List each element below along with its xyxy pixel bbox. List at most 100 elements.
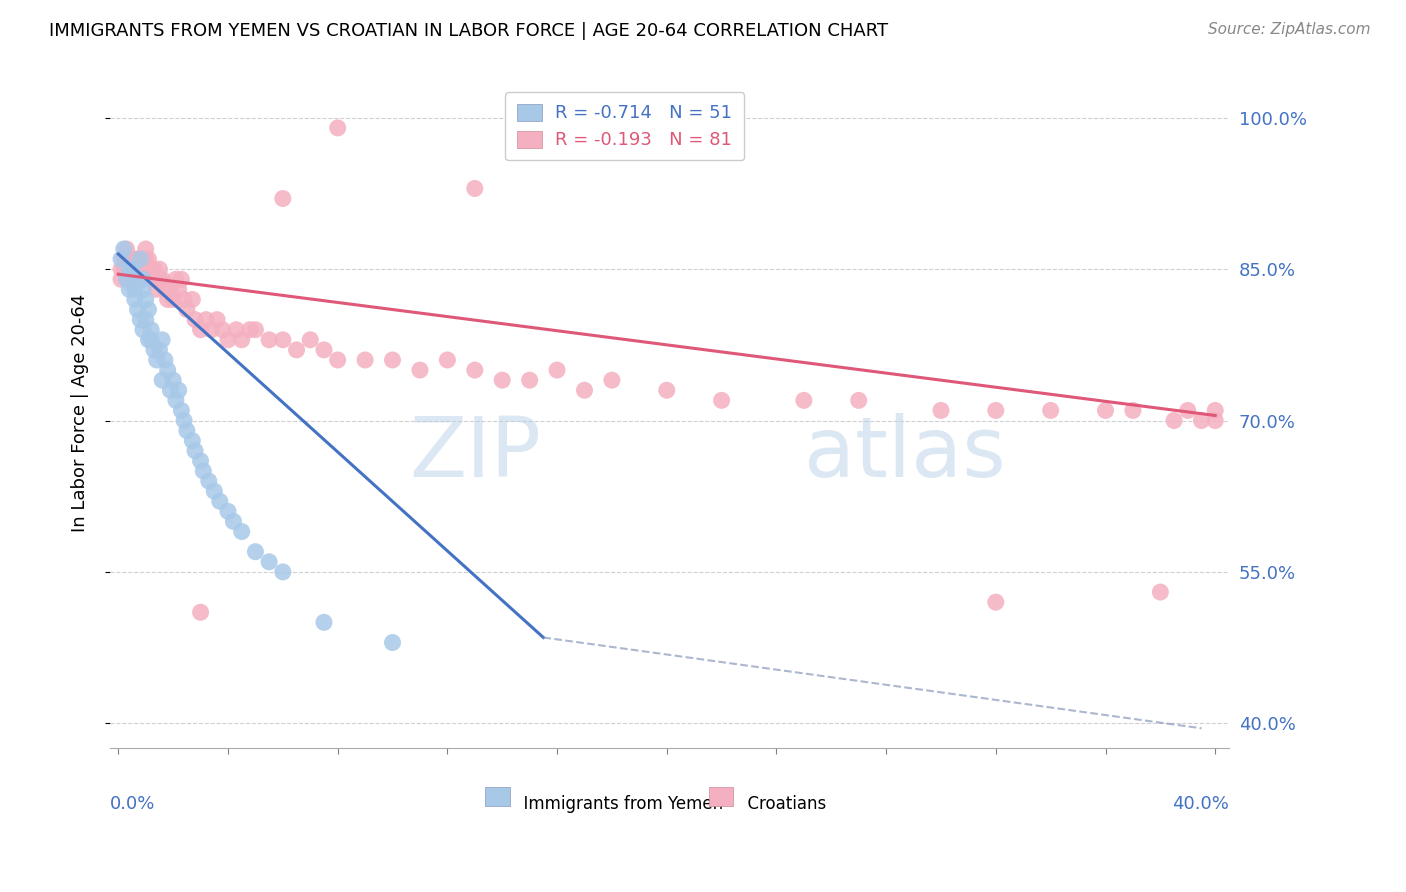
- Point: [115, 272, 138, 286]
- Point: [115, 242, 138, 256]
- Point: [1149, 585, 1171, 599]
- Point: [326, 120, 349, 135]
- Point: [1204, 403, 1226, 417]
- Point: [129, 252, 152, 266]
- Point: [1039, 403, 1062, 417]
- Point: [217, 504, 239, 518]
- Point: [190, 605, 212, 619]
- Point: [202, 484, 225, 499]
- Point: [409, 363, 432, 377]
- Point: [150, 373, 173, 387]
- Point: [190, 323, 212, 337]
- Point: [1094, 403, 1116, 417]
- Point: [200, 323, 222, 337]
- Point: [312, 343, 335, 357]
- Point: [271, 192, 294, 206]
- Point: [135, 293, 157, 307]
- Point: [217, 333, 239, 347]
- Text: 0.0%: 0.0%: [110, 796, 156, 814]
- Point: [148, 343, 170, 357]
- Point: [984, 595, 1007, 609]
- Point: [156, 363, 179, 377]
- Point: [132, 272, 155, 286]
- Text: IMMIGRANTS FROM YEMEN VS CROATIAN IN LABOR FORCE | AGE 20-64 CORRELATION CHART: IMMIGRANTS FROM YEMEN VS CROATIAN IN LAB…: [49, 22, 889, 40]
- Point: [121, 252, 143, 266]
- Point: [127, 262, 149, 277]
- Point: [156, 293, 179, 307]
- Point: [239, 323, 262, 337]
- Point: [519, 373, 541, 387]
- Point: [170, 272, 193, 286]
- Point: [167, 384, 190, 398]
- Point: [271, 333, 294, 347]
- Point: [546, 363, 568, 377]
- Point: [142, 262, 165, 277]
- FancyBboxPatch shape: [709, 787, 734, 805]
- Point: [190, 454, 212, 468]
- Point: [165, 272, 187, 286]
- Point: [195, 312, 218, 326]
- Point: [150, 272, 173, 286]
- Point: [142, 272, 165, 286]
- Point: [148, 262, 170, 277]
- Point: [162, 373, 184, 387]
- Point: [381, 635, 404, 649]
- Point: [271, 565, 294, 579]
- Point: [181, 293, 204, 307]
- Point: [231, 333, 253, 347]
- Point: [132, 262, 155, 277]
- Point: [184, 312, 207, 326]
- Point: [129, 252, 152, 266]
- Point: [326, 353, 349, 368]
- Point: [142, 343, 165, 357]
- Point: [129, 312, 152, 326]
- Point: [176, 302, 198, 317]
- Point: [929, 403, 952, 417]
- Point: [118, 262, 141, 277]
- Point: [124, 262, 146, 277]
- Point: [110, 262, 132, 277]
- Point: [141, 323, 163, 337]
- Point: [124, 293, 146, 307]
- Point: [129, 262, 152, 277]
- Text: 40.0%: 40.0%: [1173, 796, 1229, 814]
- Point: [118, 262, 141, 277]
- Point: [848, 393, 870, 408]
- Point: [124, 252, 146, 266]
- Point: [285, 343, 308, 357]
- Point: [141, 262, 163, 277]
- Point: [176, 424, 198, 438]
- Point: [198, 474, 221, 488]
- Point: [225, 323, 247, 337]
- Point: [153, 353, 176, 368]
- Point: [141, 333, 163, 347]
- Point: [148, 272, 170, 286]
- Text: atlas: atlas: [804, 413, 1005, 494]
- Point: [381, 353, 404, 368]
- Point: [110, 272, 132, 286]
- Point: [436, 353, 458, 368]
- Point: [110, 252, 132, 266]
- Point: [211, 323, 233, 337]
- Point: [138, 252, 160, 266]
- Point: [159, 282, 181, 296]
- Point: [132, 323, 155, 337]
- Point: [115, 252, 138, 266]
- Point: [208, 494, 231, 508]
- Point: [127, 272, 149, 286]
- Point: [491, 373, 513, 387]
- Point: [138, 262, 160, 277]
- Text: ZIP: ZIP: [409, 413, 541, 494]
- Point: [118, 282, 141, 296]
- Point: [231, 524, 253, 539]
- Point: [138, 333, 160, 347]
- Point: [181, 434, 204, 448]
- Point: [127, 252, 149, 266]
- Point: [574, 384, 596, 398]
- Text: Source: ZipAtlas.com: Source: ZipAtlas.com: [1208, 22, 1371, 37]
- Point: [124, 282, 146, 296]
- Point: [112, 242, 135, 256]
- Point: [127, 302, 149, 317]
- Point: [984, 403, 1007, 417]
- Point: [132, 282, 155, 296]
